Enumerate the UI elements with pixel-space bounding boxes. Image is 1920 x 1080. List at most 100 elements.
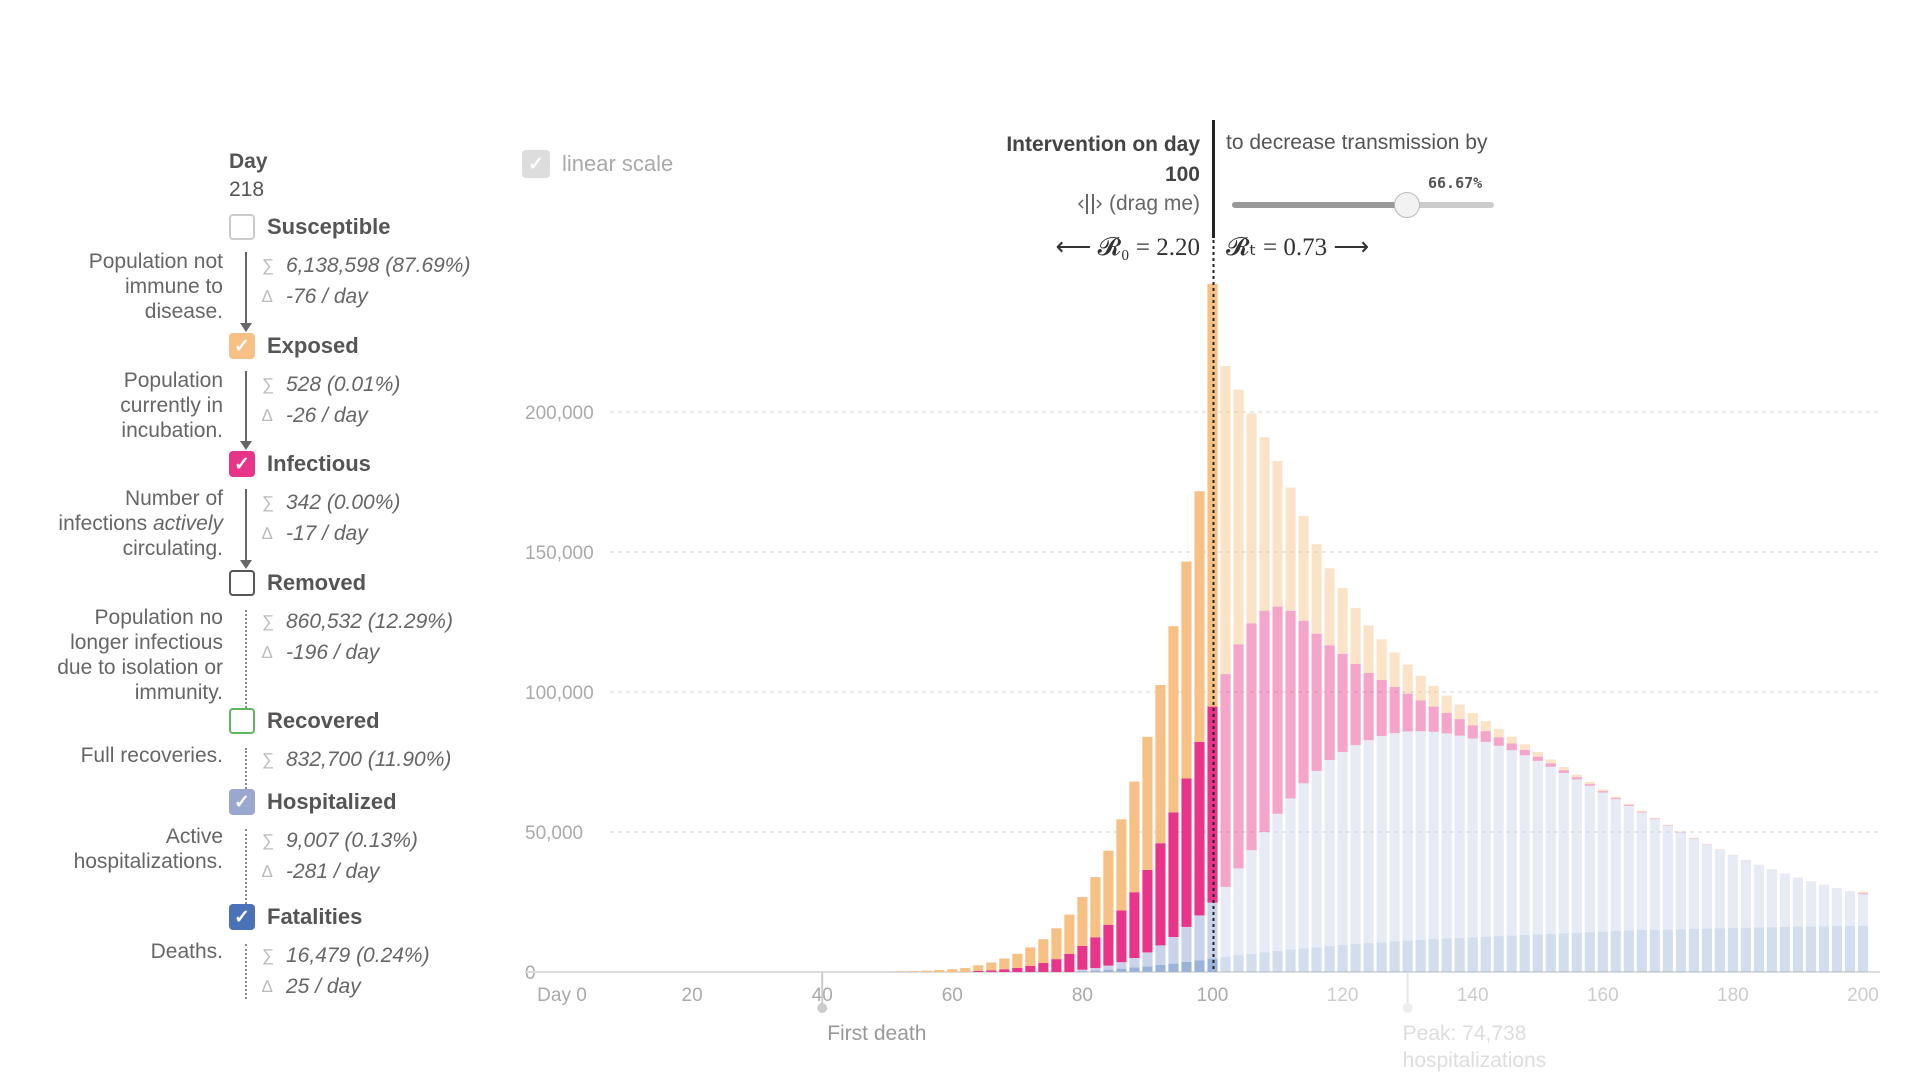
bar-fatalities — [1727, 928, 1738, 972]
drag-handle-icon[interactable] — [1077, 191, 1103, 217]
peak-dot — [1402, 1003, 1413, 1013]
bar-fatalities — [1584, 932, 1595, 972]
bar-fatalities — [1298, 948, 1309, 972]
sigma-value: 832,700 (11.90%) — [286, 748, 452, 771]
compartment-removed[interactable]: Removed — [229, 570, 366, 596]
compartment-infectious[interactable]: ✓ Infectious — [229, 451, 371, 477]
bar-hospitalized — [1545, 766, 1556, 934]
bar-exposed — [1506, 736, 1517, 744]
delta-value: -281 / day — [286, 860, 380, 883]
bar-fatalities — [1688, 928, 1699, 972]
bar-exposed — [1441, 695, 1452, 713]
x-tick-label: 180 — [1717, 985, 1749, 1006]
compartment-recovered[interactable]: Recovered — [229, 708, 380, 734]
intervention-drag-handle[interactable]: (drag me) — [1077, 191, 1200, 217]
bar-fatalities — [1311, 947, 1322, 972]
bar-exposed — [1168, 626, 1179, 813]
bar-exposed — [1077, 896, 1088, 946]
delta-icon: ∆ — [262, 862, 273, 881]
compartment-delta: ∆ -281 / day — [262, 860, 379, 884]
compartment-delta: ∆ -17 / day — [262, 522, 368, 546]
bar-exposed — [1090, 877, 1101, 938]
bar-infectious — [1337, 653, 1348, 752]
x-tick-label: 200 — [1847, 985, 1879, 1006]
bar-infectious — [1545, 763, 1556, 767]
bar-fatalities — [1519, 935, 1530, 972]
bar-exposed — [1220, 366, 1231, 675]
bar-exposed — [1259, 437, 1270, 611]
bar-hospitalized — [1259, 832, 1270, 953]
bar-infectious — [1506, 743, 1517, 751]
bar-infectious — [1493, 737, 1504, 746]
y-tick-label: 200,000 — [525, 403, 594, 424]
bar-infectious — [1272, 606, 1283, 814]
bar-infectious — [1103, 924, 1114, 966]
bar-fatalities — [1155, 965, 1166, 972]
sigma-icon: ∑ — [262, 831, 275, 850]
bar-infectious — [1324, 645, 1335, 761]
bar-fatalities — [1207, 958, 1218, 972]
linear-scale-toggle[interactable]: ✓ linear scale — [522, 150, 673, 178]
bar-infectious — [1090, 937, 1101, 969]
compartment-sigma: ∑ 6,138,598 (87.69%) — [262, 254, 470, 278]
delta-icon: ∆ — [262, 977, 273, 996]
bar-hospitalized — [1623, 805, 1634, 931]
sigma-value: 860,532 (12.29%) — [286, 610, 453, 633]
slider-thumb[interactable] — [1393, 192, 1420, 218]
bar-exposed — [1857, 891, 1869, 894]
x-tick-label: Day 0 — [537, 985, 587, 1006]
bar-infectious — [1467, 725, 1478, 739]
bar-fatalities — [1181, 961, 1192, 972]
check-icon[interactable]: ✓ — [229, 789, 255, 815]
sigma-icon: ∑ — [262, 612, 275, 631]
transmission-slider[interactable] — [1232, 202, 1494, 208]
y-tick-label: 150,000 — [525, 543, 594, 564]
compartment-sigma: ∑ 528 (0.01%) — [262, 373, 400, 397]
bar-fatalities — [1779, 926, 1791, 972]
bar-infectious — [1415, 700, 1426, 732]
check-icon[interactable] — [229, 570, 255, 596]
compartment-susceptible[interactable]: Susceptible — [229, 214, 390, 240]
compartment-hospitalized[interactable]: ✓ Hospitalized — [229, 789, 397, 815]
intervention-divider[interactable] — [1212, 120, 1215, 238]
delta-value: -76 / day — [286, 285, 368, 308]
bar-infectious — [1181, 778, 1192, 927]
check-icon[interactable]: ✓ — [522, 150, 550, 178]
bar-exposed — [986, 962, 997, 971]
bar-hospitalized — [1727, 855, 1738, 929]
bar-fatalities — [1545, 933, 1556, 972]
check-icon[interactable]: ✓ — [229, 904, 255, 930]
y-tick-label: 50,000 — [525, 823, 583, 844]
compartment-label: Infectious — [267, 451, 371, 476]
bar-fatalities — [1090, 970, 1101, 972]
bar-exposed — [1571, 774, 1582, 778]
bar-exposed — [1337, 588, 1348, 654]
bar-exposed — [1623, 803, 1634, 806]
compartment-description: Population currently in incubation. — [120, 369, 223, 442]
bar-infectious — [1623, 805, 1634, 806]
check-icon[interactable]: ✓ — [229, 451, 255, 477]
bar-hospitalized — [1480, 741, 1491, 937]
bar-exposed — [1311, 544, 1322, 634]
decrease-transmission-label: to decrease transmission by — [1226, 131, 1488, 154]
bar-exposed — [1558, 767, 1569, 771]
flow-dotted-line — [245, 748, 247, 789]
x-tick-label: 100 — [1197, 985, 1229, 1006]
bar-hospitalized — [1818, 884, 1830, 927]
bar-infectious — [1584, 784, 1595, 786]
bar-fatalities — [1116, 968, 1127, 972]
bar-hospitalized — [1805, 881, 1817, 927]
bar-hospitalized — [1194, 915, 1205, 961]
bar-hospitalized — [1376, 735, 1387, 943]
check-icon[interactable]: ✓ — [229, 333, 255, 359]
bar-hospitalized — [1246, 850, 1257, 954]
bar-fatalities — [1259, 952, 1270, 972]
bar-hospitalized — [1740, 860, 1751, 928]
compartment-fatalities[interactable]: ✓ Fatalities — [229, 904, 362, 930]
check-icon[interactable] — [229, 214, 255, 240]
compartment-description: Deaths. — [150, 940, 223, 963]
check-icon[interactable] — [229, 708, 255, 734]
compartment-exposed[interactable]: ✓ Exposed — [229, 333, 359, 359]
bar-hospitalized — [1428, 731, 1439, 939]
bar-fatalities — [1246, 953, 1257, 972]
